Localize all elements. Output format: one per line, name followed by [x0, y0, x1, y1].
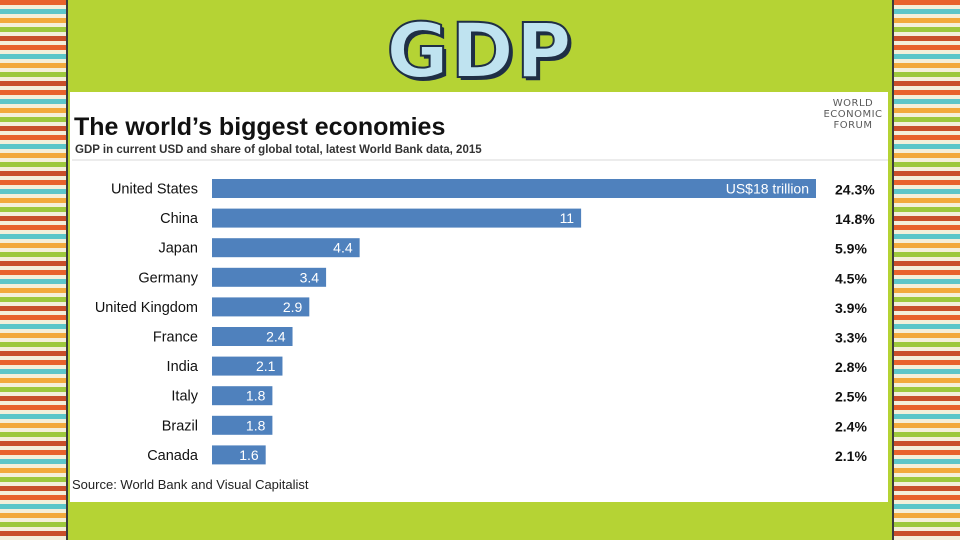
category-label: Italy — [171, 389, 198, 405]
logo-line-2: ECONOMIC — [823, 109, 883, 120]
category-label: China — [160, 211, 199, 227]
category-label: Canada — [147, 448, 199, 464]
bar-chart: The world’s biggest economies GDP in cur… — [72, 113, 888, 492]
share-label: 3.3% — [835, 330, 867, 346]
share-label: 2.5% — [835, 389, 867, 405]
bar — [212, 208, 582, 228]
share-label: 2.8% — [835, 359, 867, 375]
right-stripe-border — [892, 0, 960, 540]
chart-subtitle: GDP in current USD and share of global t… — [75, 144, 482, 156]
bar-value-label: 1.6 — [239, 447, 259, 463]
bar — [212, 415, 273, 435]
bar-value-label: 2.4 — [266, 329, 286, 345]
share-label: 3.9% — [835, 300, 867, 316]
bar-value-label: 3.4 — [300, 269, 320, 285]
bar — [212, 327, 293, 346]
share-label: 2.1% — [835, 448, 867, 464]
category-label: France — [153, 330, 198, 346]
bar-value-label: 2.9 — [283, 299, 303, 315]
bar — [212, 445, 266, 465]
left-stripe-border — [0, 0, 68, 540]
share-label: 4.5% — [835, 270, 867, 286]
category-label: Brazil — [162, 418, 198, 434]
chart-card: The world’s biggest economies GDP in cur… — [70, 92, 888, 502]
category-label: Japan — [158, 241, 198, 257]
bar-value-label: 1.8 — [246, 417, 266, 433]
bar-value-label: 1.8 — [246, 388, 266, 404]
bar-value-label: US$18 trillion — [726, 181, 809, 197]
logo-line-1: WORLD — [832, 98, 874, 109]
bar — [212, 267, 327, 287]
share-label: 14.8% — [835, 211, 875, 227]
category-label: United States — [111, 182, 198, 198]
wef-logo: WORLD ECONOMIC FORUM — [818, 98, 888, 131]
chart-source: Source: World Bank and Visual Capitalist — [72, 477, 309, 492]
category-label: United Kingdom — [95, 300, 198, 316]
bar — [212, 356, 283, 376]
chart-title: The world’s biggest economies — [74, 113, 445, 141]
bar — [212, 297, 310, 317]
share-label: 5.9% — [835, 241, 867, 257]
page-title: GDP — [385, 5, 574, 96]
category-label: Germany — [138, 270, 198, 286]
bar — [212, 179, 816, 198]
category-label: India — [167, 359, 199, 375]
bar — [212, 238, 360, 258]
share-label: 2.4% — [835, 418, 867, 434]
bar-value-label: 4.4 — [333, 240, 353, 256]
bar-value-label: 2.1 — [256, 358, 276, 374]
share-label: 24.3% — [835, 182, 875, 198]
logo-line-3: FORUM — [833, 120, 873, 131]
bar — [212, 386, 273, 406]
bar-value-label: 11 — [560, 210, 575, 226]
